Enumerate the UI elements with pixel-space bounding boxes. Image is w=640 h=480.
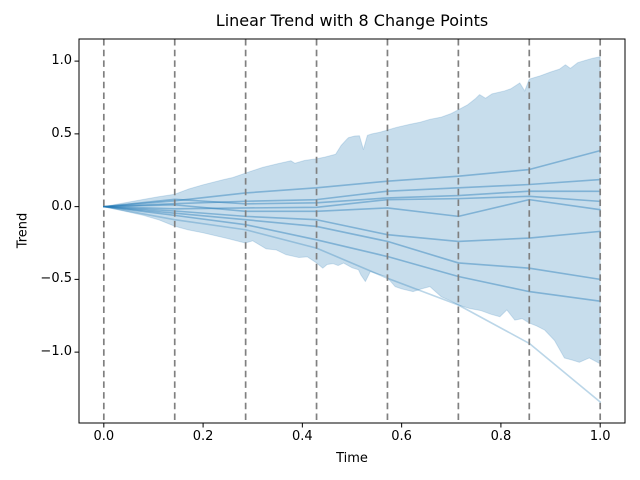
trend-line [103,205,601,243]
trend-line [103,205,601,303]
x-tick-label: 0.2 [192,429,214,444]
trend-line [103,178,601,208]
y-tick-label: 0.5 [51,125,72,141]
uncertainty-band [103,56,601,365]
axes-box [78,38,626,424]
trend-line [103,195,601,210]
y-tick-label: 1.0 [51,53,72,69]
y-axis-label: Trend [15,212,31,249]
trend-line [103,190,601,208]
y-tick-label: −0.5 [40,271,72,287]
y-tick-label: −1.0 [40,344,72,360]
chart-title: Linear Trend with 8 Change Points [215,11,489,30]
y-tick-label: 0.0 [51,198,72,214]
x-tick-label: 0.4 [292,429,313,444]
trend-line [103,205,601,403]
trend-line [103,205,601,281]
x-tick-label: 0.8 [490,429,512,444]
x-tick-label: 0.6 [391,429,412,444]
trend-line [103,198,601,218]
x-tick-label: 1.0 [589,429,611,444]
x-axis-label: Time [336,451,368,466]
x-tick-label: 0.0 [93,429,115,444]
trend-line [103,149,601,208]
